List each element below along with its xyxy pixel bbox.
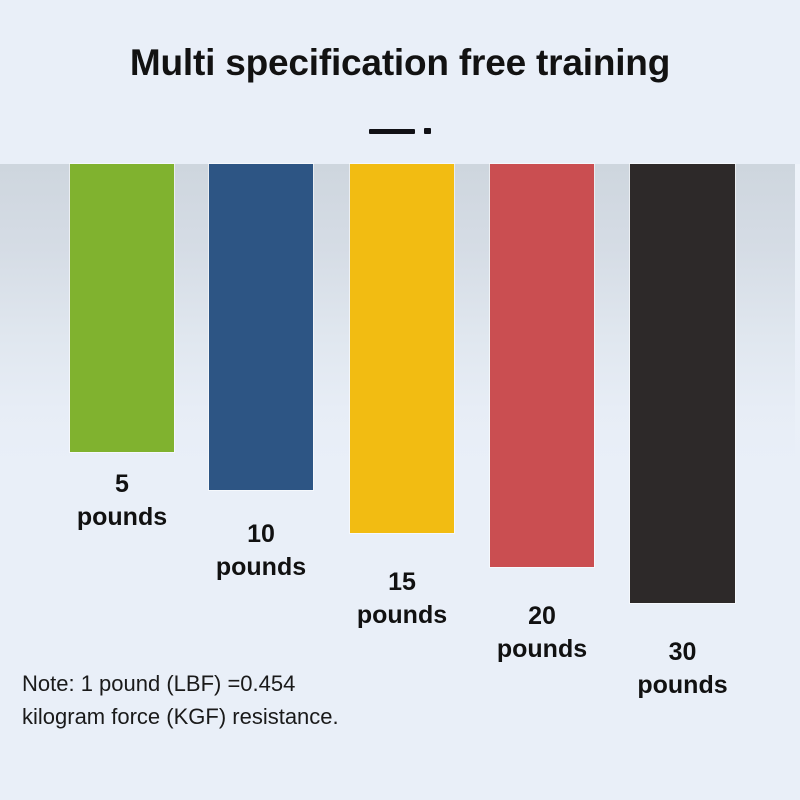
page-title: Multi specification free training [129,42,671,83]
bar-column: 5 pounds [70,164,174,531]
product-backdrop-edge [795,164,800,464]
bar-column: 20 pounds [490,164,594,663]
resistance-band-bar [630,164,735,603]
bar-label-unit: pounds [215,553,307,581]
bar-label: 30 pounds [637,636,727,702]
bar-column: 15 pounds [350,164,454,629]
bar-column: 10 pounds [209,164,313,581]
dash-dot-divider-icon [0,120,800,142]
bar-label-number: 15 [388,568,416,596]
bar-label-number: 20 [528,602,556,630]
bar-label: 10 pounds [216,518,306,584]
divider-dash-icon [369,128,415,134]
bar-label: 5 pounds [77,468,167,534]
bar-label-unit: pounds [356,601,448,629]
footnote-line-2: kilogram force (KGF) resistance. [22,703,339,729]
bar-label-number: 10 [247,520,275,548]
resistance-band-bar [209,164,313,490]
footnote: Note: 1 pound (LBF) =0.454 kilogram forc… [22,668,452,733]
bar-label: 20 pounds [497,600,587,666]
bar-label: 15 pounds [357,566,447,632]
divider-dot-icon [424,128,431,134]
resistance-band-bar [350,164,454,533]
resistance-band-bar [70,164,174,452]
bar-label-unit: pounds [496,635,588,663]
bar-label-number: 30 [668,638,697,666]
bar-column: 30 pounds [630,164,735,699]
bar-label-number: 5 [115,470,129,498]
footnote-line-1: Note: 1 pound (LBF) =0.454 [22,671,296,696]
resistance-band-bar [490,164,594,567]
bar-label-unit: pounds [76,503,168,531]
bar-label-unit: pounds [637,671,728,699]
